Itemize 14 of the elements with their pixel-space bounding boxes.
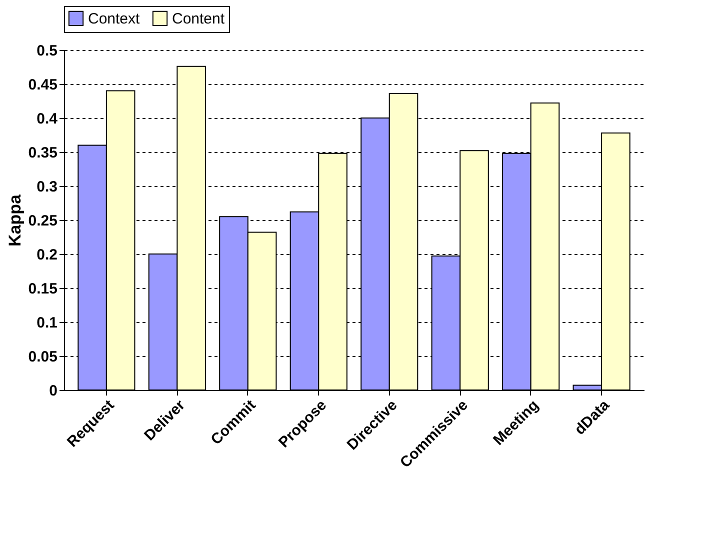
y-tick-label: 0.05 (28, 348, 58, 366)
y-tick-label: 0.25 (28, 212, 58, 230)
y-tick-label: 0 (49, 382, 58, 400)
y-tick-label: 0.2 (36, 246, 58, 264)
y-axis-title: Kappa (5, 194, 24, 246)
y-tick-label: 0.1 (36, 314, 58, 332)
y-tick-label: 0.35 (28, 144, 58, 162)
y-tick-label: 0.45 (28, 76, 58, 94)
legend-label: Content (172, 10, 226, 28)
y-tick-label: 0.4 (36, 110, 58, 128)
y-tick-label: 0.3 (36, 178, 58, 196)
legend-label: Context (88, 10, 141, 28)
y-tick-label: 0.5 (36, 42, 58, 60)
y-tick-label: 0.15 (28, 280, 58, 298)
